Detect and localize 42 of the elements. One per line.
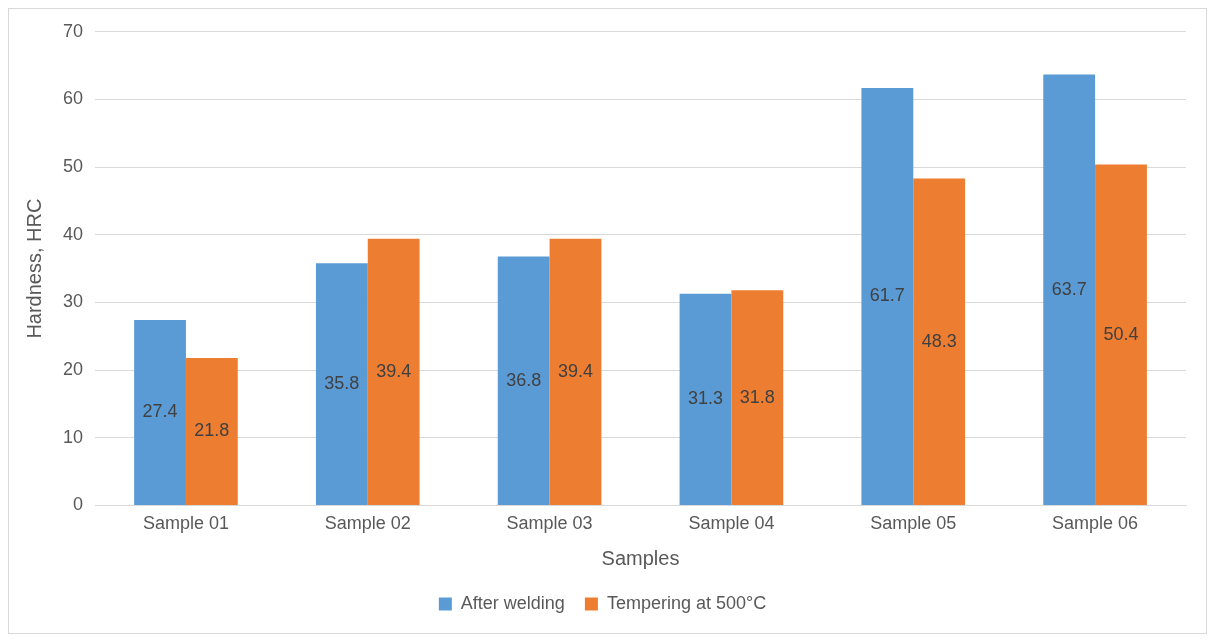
data-label: 50.4 — [1103, 323, 1139, 344]
bar — [549, 238, 602, 505]
legend-label: After welding — [460, 592, 565, 613]
y-tick-label: 10 — [62, 426, 84, 447]
bar — [1043, 74, 1096, 505]
data-label: 35.8 — [324, 373, 360, 394]
data-label: 31.3 — [687, 388, 724, 409]
y-tick-label: 40 — [62, 223, 84, 244]
bar — [315, 263, 368, 505]
bar — [497, 256, 550, 505]
data-label: 21.8 — [194, 420, 230, 441]
x-axis-title: Samples — [601, 546, 680, 569]
data-label: 48.3 — [921, 330, 957, 351]
bar — [134, 320, 186, 505]
data-label: 63.7 — [1051, 278, 1087, 299]
bar — [913, 178, 966, 505]
x-tick-label: Sample 01 — [142, 513, 229, 534]
y-tick-label: 60 — [62, 88, 84, 109]
data-label: 39.4 — [557, 360, 594, 381]
bar — [367, 238, 420, 505]
y-tick-label: 0 — [73, 494, 84, 515]
data-label: 39.4 — [376, 360, 412, 381]
bar — [861, 87, 914, 505]
bar — [731, 290, 784, 505]
y-tick-label: 20 — [62, 359, 84, 380]
y-tick-label: 30 — [62, 291, 84, 312]
x-tick-label: Sample 03 — [506, 513, 593, 534]
data-label: 27.4 — [142, 401, 178, 422]
bar — [185, 357, 238, 505]
x-tick-label: Sample 06 — [1052, 513, 1139, 534]
bar — [1095, 164, 1147, 505]
x-tick-label: Sample 02 — [324, 513, 411, 534]
bar — [679, 293, 732, 505]
x-tick-label: Sample 05 — [870, 513, 957, 534]
data-label: 31.8 — [739, 386, 775, 407]
y-tick-label: 70 — [62, 20, 84, 41]
y-axis-title: Hardness, HRC — [22, 198, 45, 339]
x-tick-label: Sample 04 — [688, 513, 775, 534]
legend-label: Tempering at 500°C — [606, 592, 767, 613]
data-label: 61.7 — [869, 285, 905, 306]
y-tick-label: 50 — [62, 156, 84, 177]
data-label: 36.8 — [506, 369, 542, 390]
